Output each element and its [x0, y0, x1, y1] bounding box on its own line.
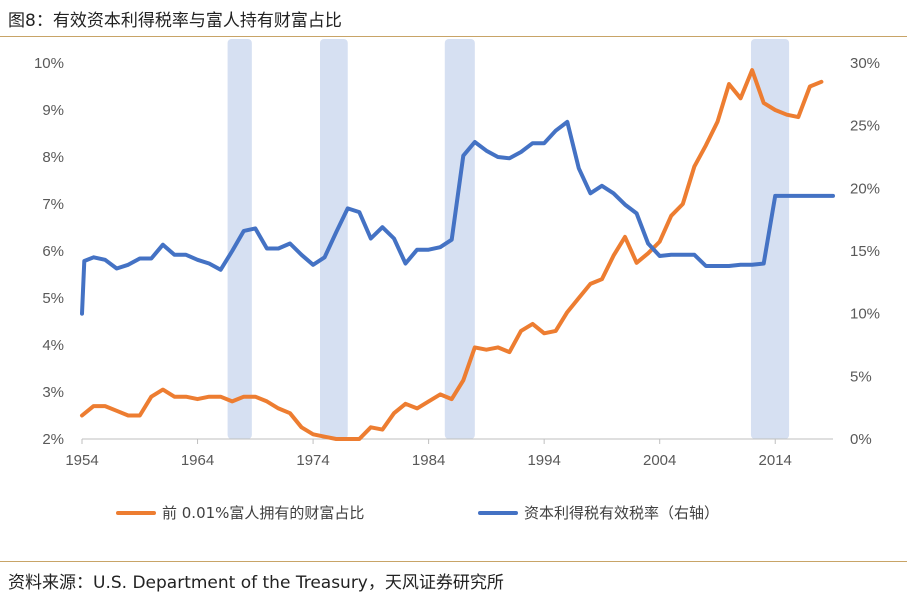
title-divider	[0, 36, 907, 37]
y-left-tick-label: 8%	[42, 149, 64, 166]
series-lines	[80, 68, 835, 441]
legend-label-tax: 资本利得税有效税率（右轴）	[524, 504, 719, 522]
y-right-tick-label: 5%	[850, 368, 872, 385]
tax-rate-line	[80, 119, 835, 316]
y-right-tick-label: 10%	[850, 306, 880, 323]
x-tick-label: 1974	[296, 452, 329, 469]
line-chart: 1954 1964 1974 1984 1994 2004 2014 2% 3% 4% 5% 6% 7%…	[34, 39, 880, 522]
y-left-tick-label: 9%	[42, 102, 64, 119]
recession-band-2	[444, 39, 475, 439]
y-right-tick-label: 30%	[850, 55, 880, 72]
legend-label-wealth: 前 0.01%富人拥有的财富占比	[162, 504, 364, 522]
y-left-tick-label: 7%	[42, 196, 64, 213]
figure-title: 图8：有效资本利得税率与富人持有财富占比	[8, 11, 342, 31]
y-left-tick-label: 6%	[42, 243, 64, 260]
recession-bands	[227, 39, 790, 439]
y-left-tick-label: 4%	[42, 337, 64, 354]
source-note: 资料来源：U.S. Department of the Treasury，天风证…	[8, 573, 504, 593]
y-left-tick-label: 5%	[42, 290, 64, 307]
y-left-tick-label: 2%	[42, 431, 64, 448]
x-tick-label: 1994	[527, 452, 560, 469]
x-tick-label: 1964	[181, 452, 214, 469]
chart-axes: 1954 1964 1974 1984 1994 2004 2014 2% 3% 4% 5% 6% 7%…	[34, 55, 880, 469]
y-left-tick-label: 3%	[42, 384, 64, 401]
y-left-tick-label: 10%	[34, 55, 64, 72]
recession-band-3	[750, 39, 790, 439]
wealth-share-line	[80, 68, 824, 441]
y-right-tick-label: 15%	[850, 243, 880, 260]
x-tick-label: 1954	[65, 452, 98, 469]
y-right-tick-label: 0%	[850, 431, 872, 448]
chart-legend: 前 0.01%富人拥有的财富占比 资本利得税有效税率（右轴）	[116, 504, 719, 522]
source-divider	[0, 561, 907, 562]
x-tick-label: 1984	[412, 452, 445, 469]
x-tick-label: 2004	[643, 452, 676, 469]
y-right-tick-label: 20%	[850, 180, 880, 197]
y-right-tick-label: 25%	[850, 118, 880, 135]
x-tick-label: 2014	[759, 452, 792, 469]
